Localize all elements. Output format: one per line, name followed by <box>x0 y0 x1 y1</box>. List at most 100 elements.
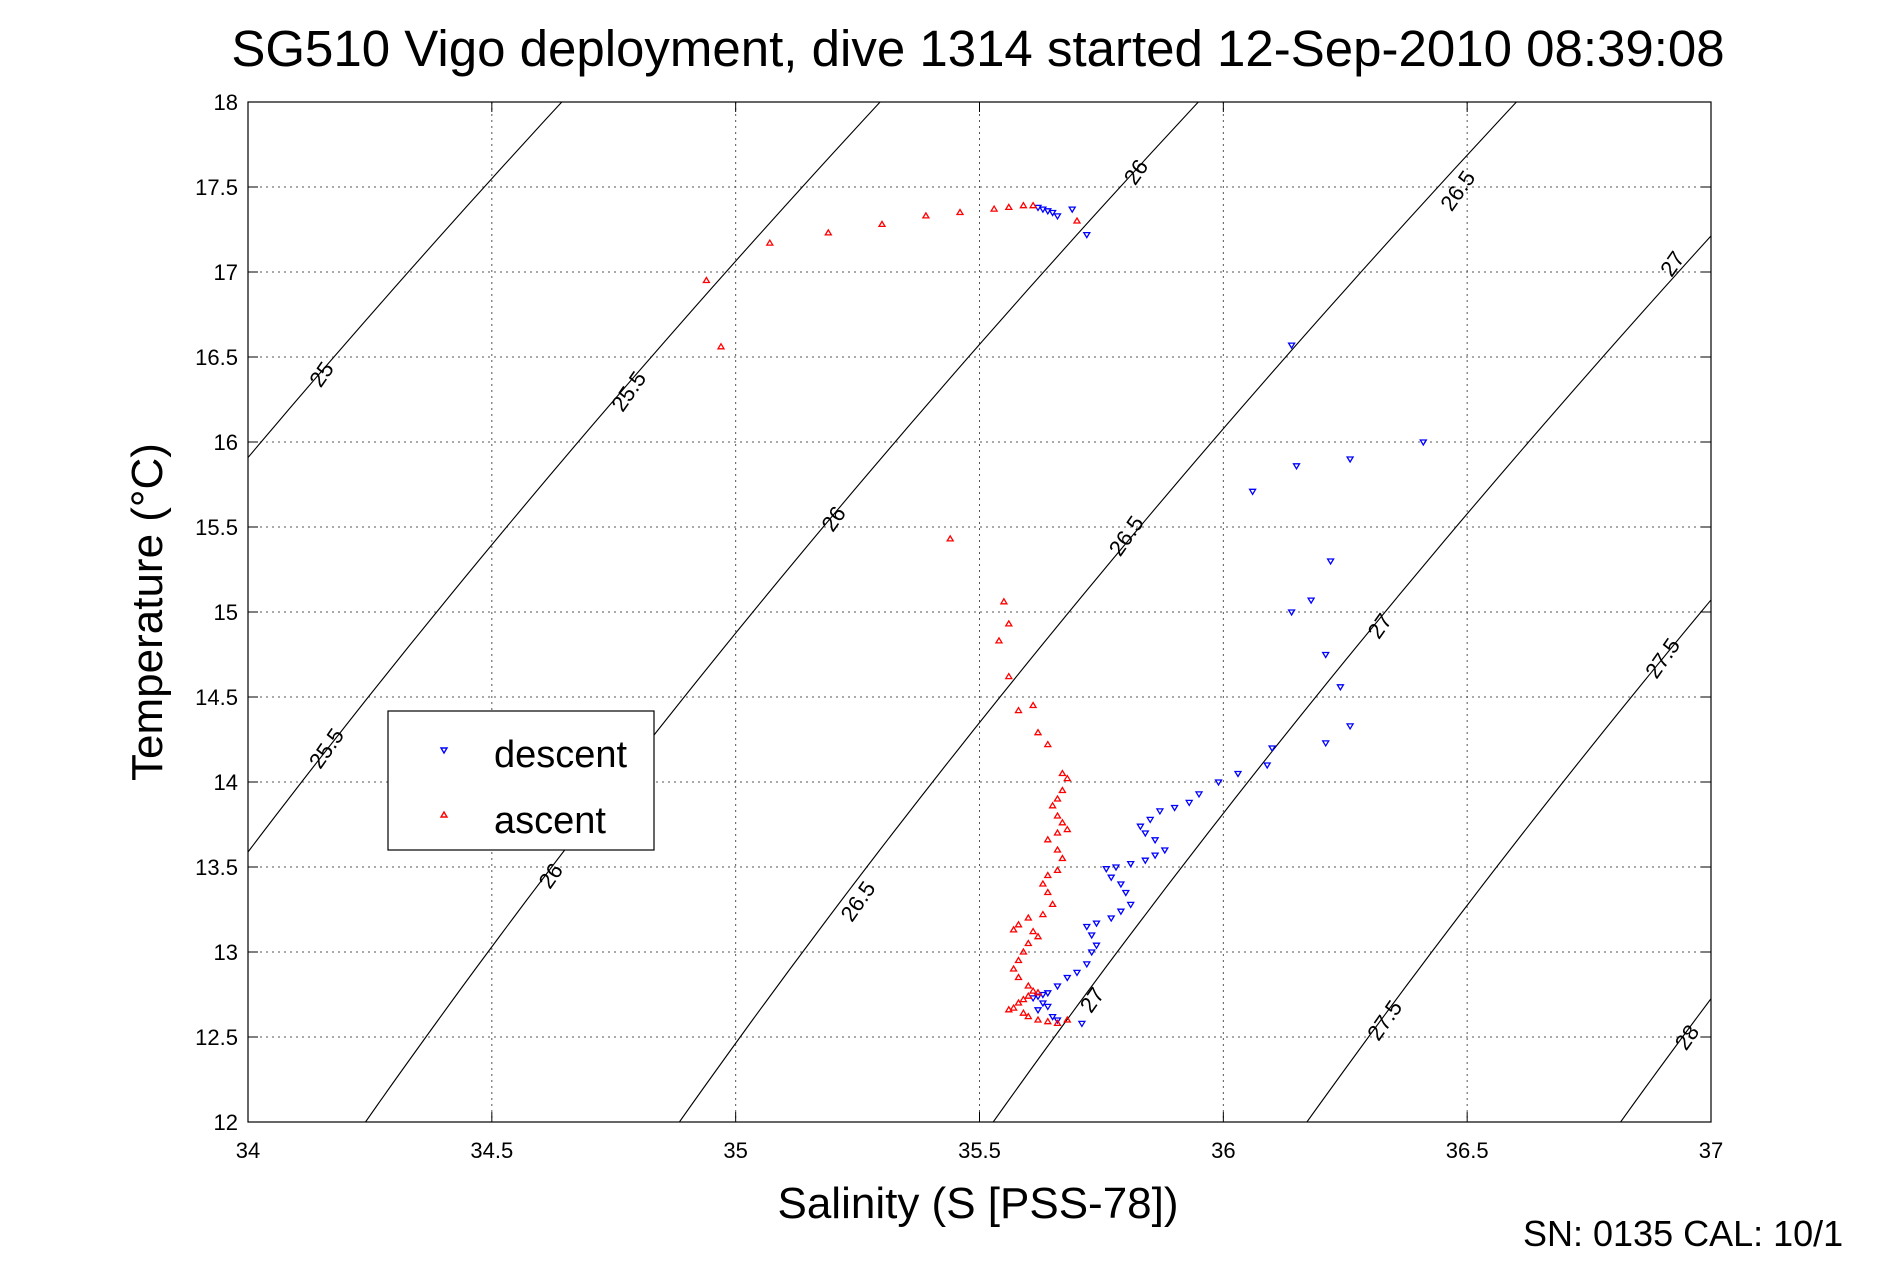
descent-point <box>1116 881 1126 889</box>
ascent-point <box>1024 939 1033 947</box>
contour-label: 27 <box>1655 247 1690 281</box>
x-tick-label: 35 <box>723 1138 747 1163</box>
legend-descent-marker <box>439 747 449 755</box>
ascent-point <box>1033 728 1043 736</box>
descent-point <box>1111 864 1121 872</box>
ascent-point <box>1058 769 1067 777</box>
descent-point <box>1121 889 1130 897</box>
legend-ascent-marker <box>439 810 449 818</box>
y-tick-label: 18 <box>214 90 238 115</box>
ascent-point <box>1058 786 1067 794</box>
descent-point <box>1082 231 1091 239</box>
descent-point <box>1326 558 1335 566</box>
ascent-point <box>1033 932 1043 940</box>
descent-point <box>1043 1003 1052 1011</box>
descent-point <box>1336 684 1345 692</box>
descent-point <box>1150 852 1160 860</box>
ascent-point <box>1019 995 1028 1003</box>
series-ascent <box>702 201 1082 1027</box>
series-descent <box>1028 204 1428 1028</box>
ascent-point <box>1019 947 1028 955</box>
descent-point <box>1087 949 1096 957</box>
y-tick-label: 14.5 <box>195 685 238 710</box>
contour-label: 27 <box>1075 983 1110 1017</box>
contour-label: 25.5 <box>606 367 651 416</box>
ascent-point <box>1043 1017 1052 1025</box>
descent-point <box>1155 808 1165 816</box>
descent-point <box>1043 990 1052 998</box>
y-tick-label: 12 <box>214 1110 238 1135</box>
ascent-point <box>1014 706 1023 714</box>
x-tick-label: 36 <box>1211 1138 1235 1163</box>
x-tick-label: 37 <box>1699 1138 1723 1163</box>
x-tick-label: 34.5 <box>470 1138 513 1163</box>
descent-point <box>1306 597 1316 605</box>
descent-point <box>1126 860 1135 868</box>
descent-point <box>1233 770 1243 778</box>
descent-point <box>1092 942 1101 950</box>
chart-title: SG510 Vigo deployment, dive 1314 started… <box>231 20 1724 77</box>
y-axis-label: Temperature (°C) <box>123 443 172 781</box>
serial-calibration-footer: SN: 0135 CAL: 10/1 <box>1523 1213 1843 1254</box>
y-tick-label: 13.5 <box>195 855 238 880</box>
legend-descent-label: descent <box>494 734 628 776</box>
x-tick-label: 36.5 <box>1446 1138 1489 1163</box>
ascent-point <box>1033 1015 1043 1023</box>
ascent-point <box>989 204 999 212</box>
descent-point <box>1053 213 1062 221</box>
y-tick-label: 16.5 <box>195 345 238 370</box>
ascent-point <box>1004 1005 1013 1013</box>
y-tick-label: 16 <box>214 430 238 455</box>
x-tick-label: 34 <box>236 1138 260 1163</box>
descent-point <box>1263 762 1272 770</box>
descent-point <box>1082 961 1091 969</box>
ascent-point <box>1009 964 1018 972</box>
ascent-point <box>1014 920 1023 928</box>
descent-point <box>1082 923 1091 931</box>
ascent-point <box>1019 201 1028 209</box>
ascent-point <box>999 597 1009 605</box>
legend-ascent-label: ascent <box>494 800 606 842</box>
ascent-point <box>1024 1012 1033 1020</box>
descent-point <box>1141 830 1150 838</box>
descent-point <box>1136 823 1145 831</box>
y-tick-label: 15 <box>214 600 238 625</box>
ascent-point <box>1004 619 1013 627</box>
x-axis-ticks: 34 34.5 35 35.5 36 36.5 37 <box>236 102 1723 1163</box>
contour-label: 26.5 <box>835 877 880 926</box>
ascent-point <box>1058 854 1067 862</box>
descent-point <box>1345 723 1355 731</box>
descent-point <box>1126 901 1135 909</box>
descent-point <box>1043 208 1052 216</box>
y-axis-ticks: 12 12.5 13 13.5 14 14.5 15 15.5 16 16.5 17 17.5 18 <box>195 90 1711 1135</box>
x-tick-label: 35.5 <box>958 1138 1001 1163</box>
ascent-point <box>1053 828 1062 836</box>
descent-point <box>1287 342 1296 350</box>
ascent-point <box>1028 986 1038 994</box>
ascent-point <box>946 534 955 542</box>
ascent-point <box>765 238 774 246</box>
descent-point <box>1248 488 1257 496</box>
contour-label: 26 <box>816 502 851 536</box>
y-tick-label: 12.5 <box>195 1025 238 1050</box>
ascent-point <box>1053 794 1062 802</box>
descent-point <box>1107 874 1116 882</box>
ascent-point <box>955 208 965 216</box>
ascent-point <box>1053 811 1062 819</box>
ascent-point <box>1009 1003 1018 1011</box>
ascent-point <box>877 220 887 228</box>
descent-point <box>1419 439 1428 447</box>
ascent-point <box>1063 774 1072 782</box>
ascent-point <box>1048 801 1057 809</box>
contour-label: 27 <box>1363 609 1398 643</box>
y-tick-label: 13 <box>214 940 238 965</box>
ascent-point <box>1063 825 1072 833</box>
ascent-point <box>1043 871 1052 879</box>
contour-label: 26 <box>534 859 569 893</box>
contour-label: 26.5 <box>1104 511 1149 560</box>
ascent-point <box>1053 845 1062 853</box>
y-tick-label: 17 <box>214 260 238 285</box>
ascent-point <box>824 228 833 236</box>
density-contour-line <box>992 235 1711 1122</box>
